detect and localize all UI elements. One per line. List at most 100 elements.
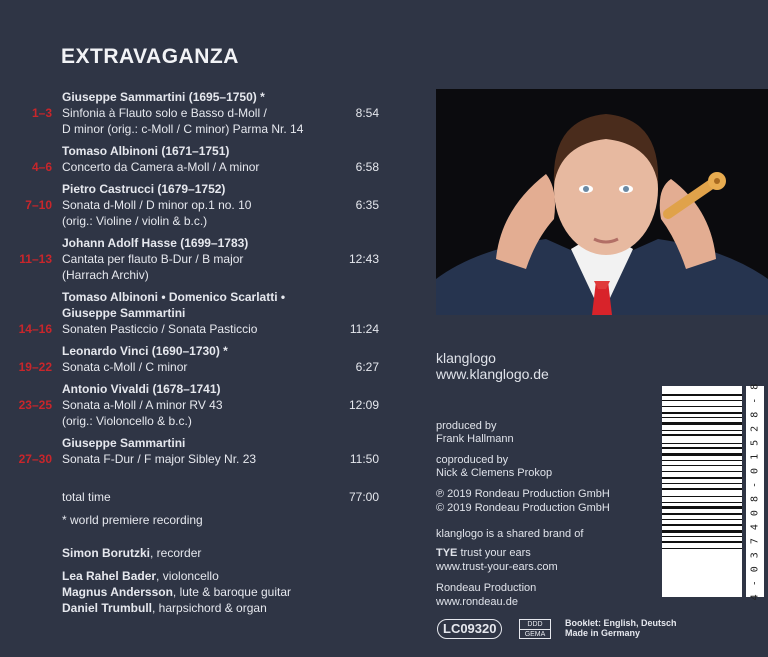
track-entry: Tomaso Albinoni • Domenico Scarlatti • Gi… (0, 289, 390, 337)
coproducers: Nick & Clemens Prokop (436, 467, 553, 479)
barcode-bar (662, 483, 742, 484)
tye-url[interactable]: www.trust-your-ears.com (436, 561, 558, 573)
track-duration: 6:27 (355, 360, 379, 374)
track-numbers: 7–10 (25, 198, 52, 212)
barcode-bar (662, 477, 742, 480)
composer: Giuseppe Sammartini (62, 436, 186, 450)
composer: Pietro Castrucci (1679–1752) (62, 182, 226, 196)
track-numbers: 14–16 (18, 322, 52, 336)
barcode-bar (662, 506, 742, 510)
track-numbers: 1–3 (31, 106, 52, 120)
work-title: D minor (orig.: c-Moll / C minor) Parma … (62, 122, 304, 136)
ddd-gema-logo: DDD GEMA (519, 619, 551, 639)
barcode-bar (662, 518, 742, 520)
cast-name: Lea Rahel Bader (62, 569, 157, 583)
track-numbers: 27–30 (18, 452, 52, 466)
track-entry: Tomaso Albinoni (1671–1751) 4–6 6:58 Concer… (0, 143, 390, 175)
barcode-bar (662, 465, 742, 467)
ddd-text: DDD (520, 620, 550, 630)
cast-name: Daniel Trumbull (62, 601, 153, 615)
booklet-info: Booklet: English, Deutsch Made in Germany (565, 618, 677, 638)
cast-role: , lute & baroque guitar (172, 585, 291, 599)
barcode-bar (662, 429, 742, 431)
barcode-bar (662, 442, 742, 444)
cast-name: Magnus Andersson (62, 585, 173, 599)
track-duration: 11:50 (349, 452, 379, 466)
work-title: Sinfonia à Flauto solo e Basso d-Moll / (62, 106, 267, 120)
track-duration: 12:09 (348, 398, 379, 412)
track-numbers: 4–6 (31, 160, 52, 174)
cast-role: , violoncello (156, 569, 219, 583)
work-title: Sonata d-Moll / D minor op.1 no. 10 (62, 198, 252, 212)
track-numbers: 23–25 (18, 398, 52, 412)
booklet-languages: Booklet: English, Deutsch (565, 618, 677, 628)
track-numbers: 19–22 (18, 360, 52, 374)
made-in: Made in Germany (565, 628, 641, 638)
barcode-bar (662, 453, 742, 456)
track-entry: Leonardo Vinci (1690–1730) * 19–22 6:27 Son… (0, 343, 390, 375)
track-entry: Johann Adolf Hasse (1699–1783) 11–13 12:43… (0, 235, 390, 283)
barcode-bar (662, 447, 742, 450)
track-duration: 8:54 (355, 106, 379, 120)
track-duration: 11:24 (349, 322, 379, 336)
composer: Johann Adolf Hasse (1699–1783) (62, 236, 249, 250)
cast-member: Simon Borutzki, recorder (62, 545, 201, 561)
tye-text: trust your ears (457, 547, 531, 559)
coproduced-label: coproduced by (436, 454, 509, 466)
cast-role: , harpsichord & organ (152, 601, 267, 615)
cast-member: Lea Rahel Bader, violoncello (62, 568, 219, 584)
track-duration: 6:35 (355, 198, 379, 212)
track-duration: 12:43 (348, 252, 379, 266)
track-duration: 6:58 (355, 160, 379, 174)
track-entry: Pietro Castrucci (1679–1752) 7–10 6:35 Sona… (0, 181, 390, 229)
composer: Giuseppe Sammartini (62, 306, 186, 320)
barcode-bar (662, 487, 742, 490)
work-title: (orig.: Violine / violin & b.c.) (62, 214, 208, 228)
album-title: EXTRAVAGANZA (61, 45, 239, 68)
track-list: Giuseppe Sammartini (1695–1750) * 1–3 8:54… (0, 89, 390, 473)
label-url[interactable]: www.klanglogo.de (436, 366, 549, 382)
track-entry: Giuseppe Sammartini 27–30 11:50 Sonata F-Du… (0, 435, 390, 467)
track-entry: Giuseppe Sammartini (1695–1750) * 1–3 8:54… (0, 89, 390, 137)
composer: Antonio Vivaldi (1678–1741) (62, 382, 221, 396)
cast-member: Daniel Trumbull, harpsichord & organ (62, 600, 267, 616)
composer: Tomaso Albinoni (1671–1751) (62, 144, 230, 158)
work-title: Cantata per flauto B-Dur / B major (62, 252, 244, 266)
cast-member: Magnus Andersson, lute & baroque guitar (62, 584, 291, 600)
total-time-value: 77:00 (348, 490, 379, 504)
total-time-row: total time 77:00 (62, 489, 379, 505)
barcode-bar (662, 411, 742, 414)
c-line: © 2019 Rondeau Production GmbH (436, 502, 610, 514)
total-time-label: total time (62, 490, 111, 504)
rondeau-name: Rondeau Production (436, 582, 537, 594)
produced-label: produced by (436, 420, 497, 432)
cast-role: , recorder (150, 546, 202, 560)
label-code: LC09320 (437, 619, 503, 639)
barcode-bar (662, 536, 742, 538)
brand-note: klanglogo is a shared brand of (436, 528, 584, 540)
rondeau-url[interactable]: www.rondeau.de (436, 596, 518, 608)
work-title: Sonata F-Dur / F major Sibley Nr. 23 (62, 452, 257, 466)
barcode-bar (662, 394, 742, 396)
barcode-bar (662, 434, 742, 437)
artist-photo (436, 89, 768, 315)
barcode-bar (662, 501, 742, 503)
track-entry: Antonio Vivaldi (1678–1741) 23–25 12:09 Son… (0, 381, 390, 429)
work-title: Sonata a-Moll / A minor RV 43 (62, 398, 223, 412)
barcode-number: 4 - 0 3 7 4 0 8 - 0 1 5 2 8 - 8 (749, 382, 761, 601)
work-title: Sonata c-Moll / C minor (62, 360, 188, 374)
work-title: Concerto da Camera a-Moll / A minor (62, 160, 260, 174)
barcode-digits: 4 - 0 3 7 4 0 8 - 0 1 5 2 8 - 8 (746, 383, 764, 600)
cast-name: Simon Borutzki (62, 546, 151, 560)
gema-text: GEMA (524, 631, 546, 638)
composer: Leonardo Vinci (1690–1730) * (62, 344, 228, 358)
composer: Giuseppe Sammartini (1695–1750) * (62, 90, 265, 104)
premiere-note: * world premiere recording (62, 513, 203, 527)
barcode-bar (662, 399, 742, 401)
barcode-bar (662, 524, 742, 527)
barcode-bar (662, 541, 742, 543)
barcode-bar (662, 406, 742, 408)
barcode-bar (662, 547, 742, 549)
work-title: (Harrach Archiv) (62, 268, 149, 282)
composer: Tomaso Albinoni • Domenico Scarlatti • (62, 290, 286, 304)
